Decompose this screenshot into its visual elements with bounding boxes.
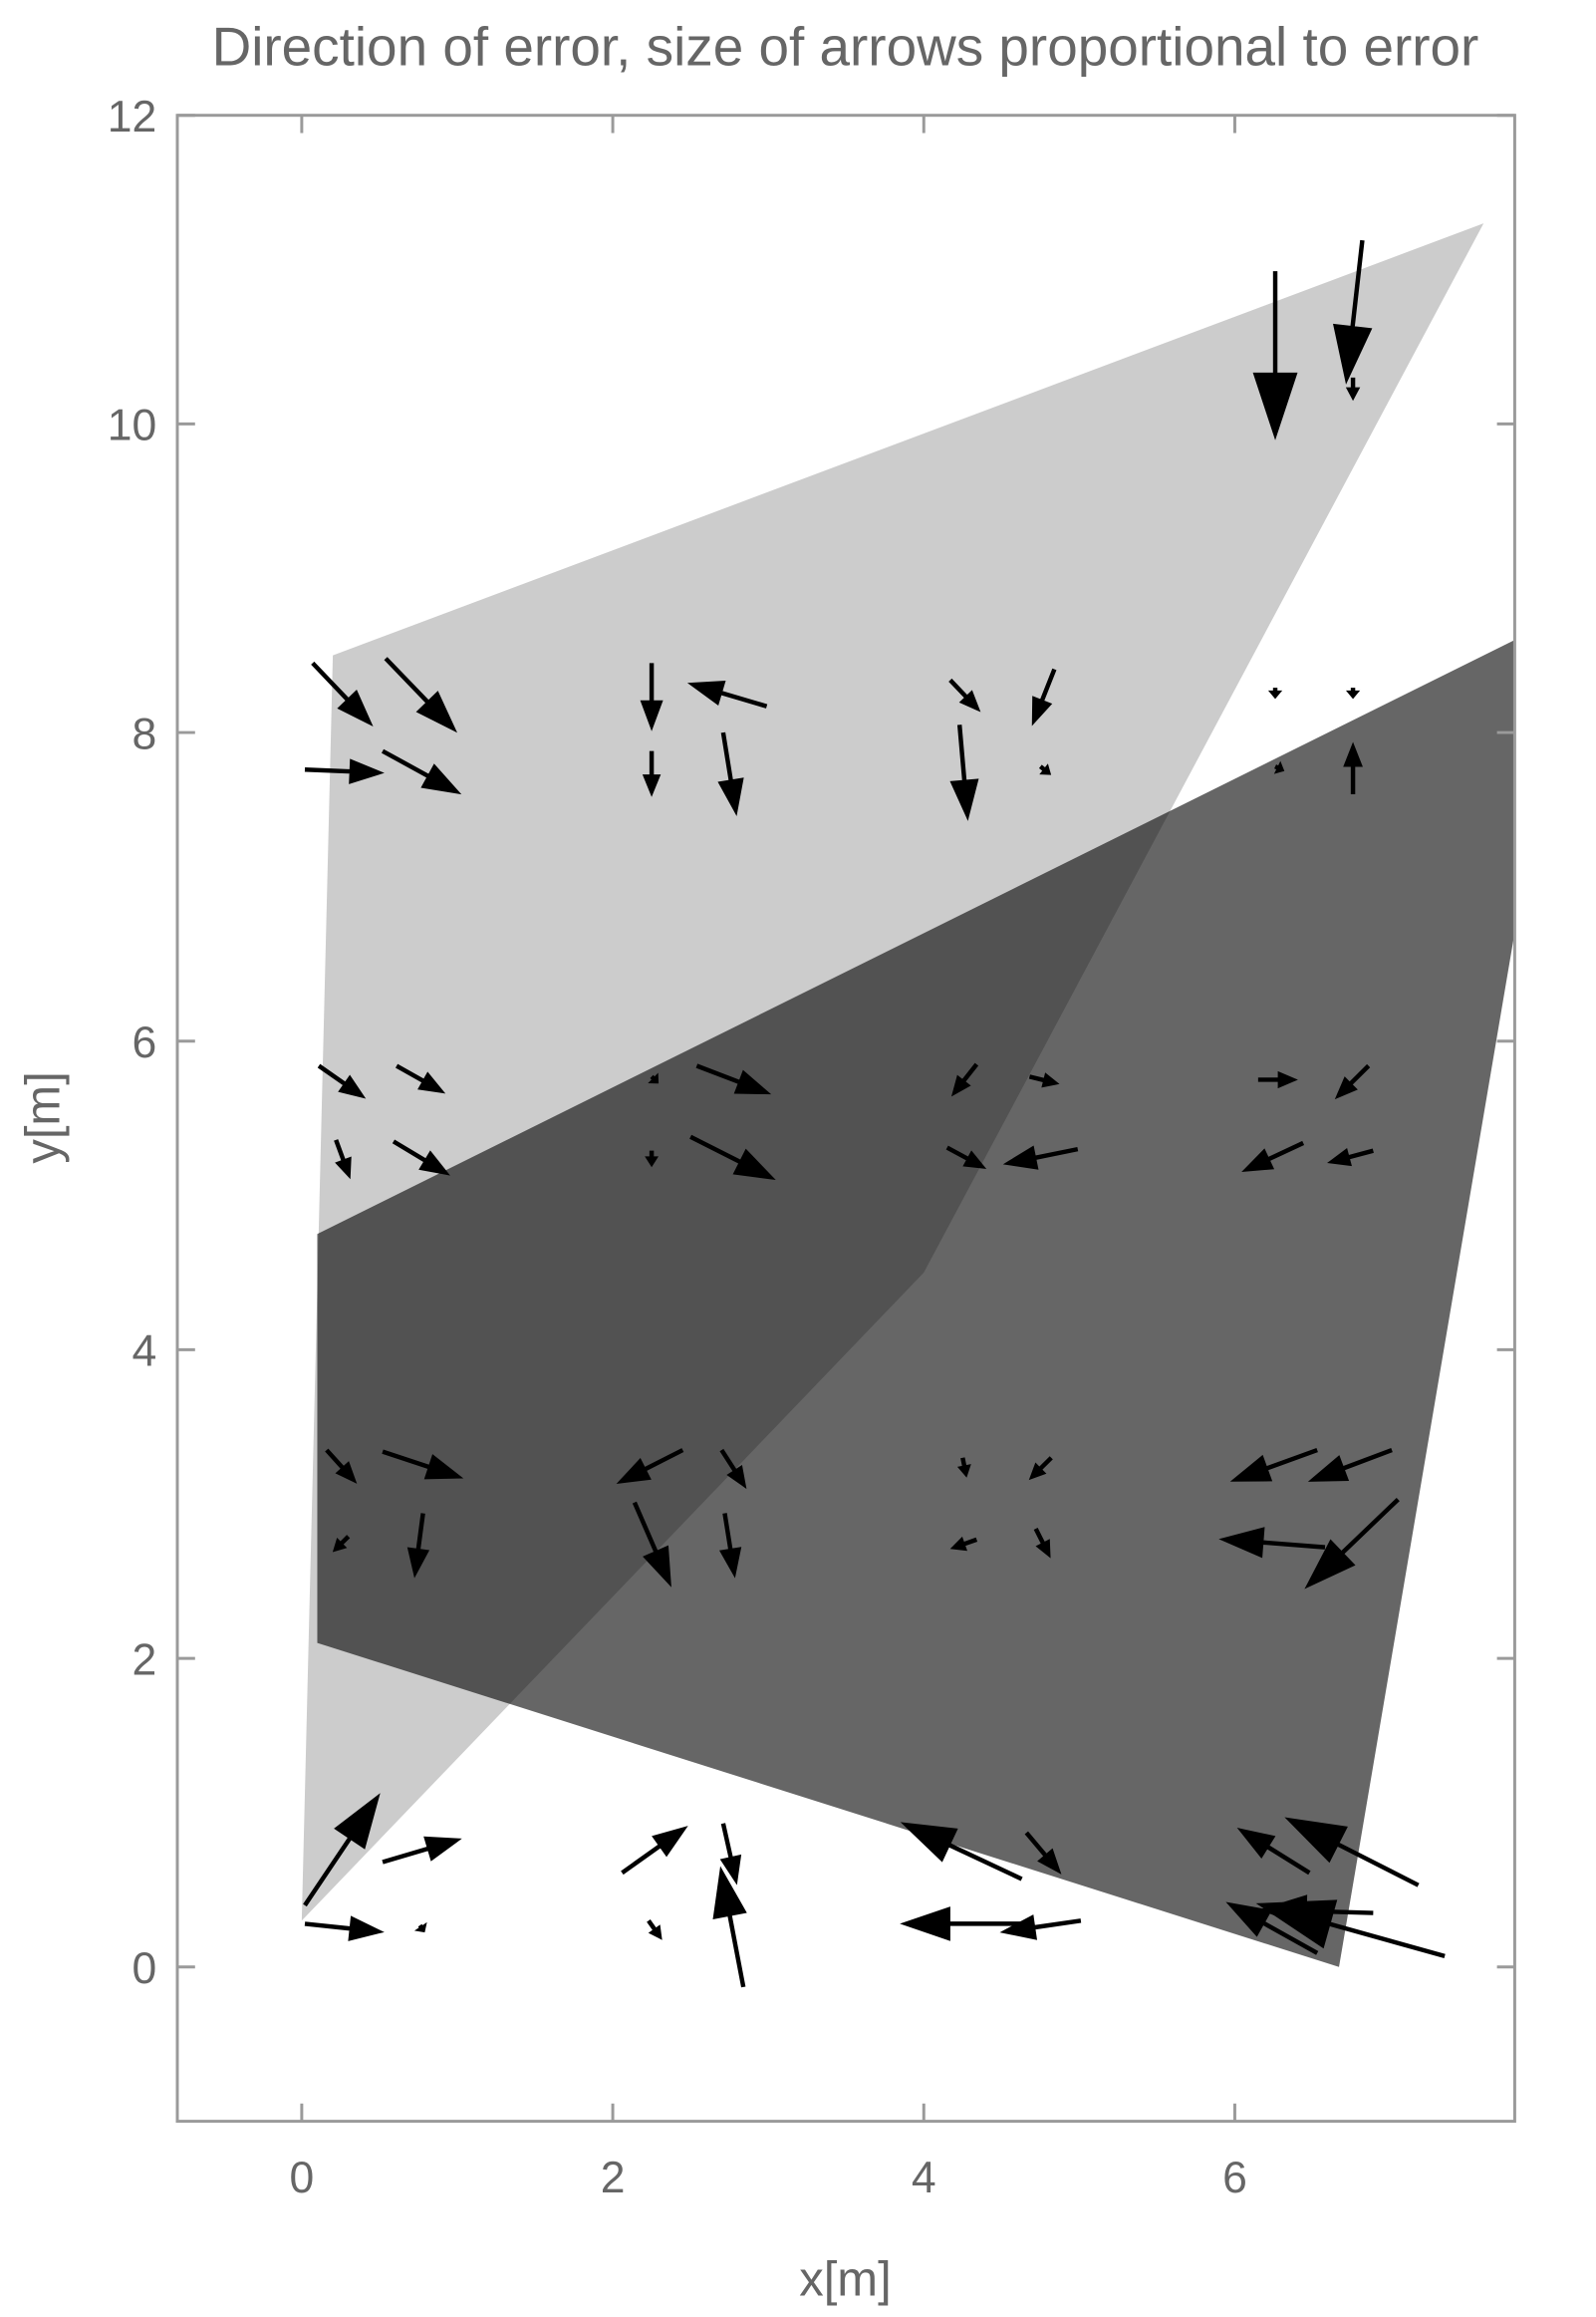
arrow — [999, 1914, 1082, 1940]
arrow — [303, 1793, 381, 1907]
y-tick-label: 8 — [132, 710, 156, 758]
arrow — [719, 1823, 742, 1885]
arrow — [686, 680, 768, 709]
arrow — [1028, 1456, 1053, 1481]
chart-title: Direction of error, size of arrows propo… — [212, 15, 1479, 77]
arrow — [384, 657, 457, 733]
arrow — [949, 1536, 978, 1552]
arrow — [695, 1063, 772, 1095]
arrow — [945, 1145, 987, 1169]
arrows — [303, 239, 1446, 1988]
arrow — [304, 1915, 385, 1941]
y-tick-label: 10 — [108, 402, 156, 450]
regions — [301, 223, 1515, 1967]
x-tick-label: 4 — [912, 2154, 936, 2202]
x-tick-label: 0 — [290, 2154, 315, 2202]
arrow — [648, 1072, 660, 1084]
arrow — [1304, 1497, 1400, 1590]
x-tick-label: 6 — [1222, 2154, 1247, 2202]
y-axis-label: y[m] — [16, 1071, 70, 1163]
arrow — [616, 1448, 684, 1484]
arrow — [382, 1449, 464, 1480]
arrow — [712, 1866, 747, 1988]
arrow — [632, 1501, 671, 1588]
arrow — [325, 1448, 358, 1484]
arrow — [621, 1826, 688, 1876]
arrow — [645, 1150, 659, 1168]
arrow — [1241, 1140, 1305, 1172]
x-tick-label: 2 — [601, 2154, 626, 2202]
arrow — [413, 1921, 427, 1933]
arrow — [900, 1822, 1023, 1882]
arrow — [647, 1919, 663, 1940]
arrow — [1002, 1145, 1079, 1170]
arrow — [406, 1513, 430, 1579]
arrow — [1218, 1527, 1326, 1559]
arrow — [332, 1535, 351, 1553]
y-tick-label: 6 — [132, 1018, 156, 1067]
arrow — [1345, 377, 1361, 402]
y-tick-label: 4 — [132, 1327, 156, 1376]
arrow — [317, 1063, 367, 1099]
arrow — [1252, 271, 1298, 440]
arrow — [304, 758, 385, 784]
arrow — [717, 731, 744, 816]
arrow — [948, 678, 981, 713]
arrow — [1327, 1147, 1374, 1167]
arrow — [1257, 1070, 1298, 1089]
arrow — [1258, 1894, 1374, 1928]
arrow — [1038, 763, 1052, 775]
arrow — [1267, 688, 1283, 700]
arrow — [381, 748, 462, 795]
arrow — [949, 724, 979, 821]
arrow — [956, 1457, 971, 1478]
arrow — [1345, 688, 1361, 700]
arrow — [718, 1513, 742, 1579]
arrow — [1024, 1831, 1062, 1875]
arrow — [1332, 239, 1373, 385]
region — [317, 640, 1515, 1967]
arrow — [1273, 760, 1285, 774]
arrow — [1031, 668, 1057, 726]
arrow — [689, 1134, 776, 1181]
plot-frame — [175, 114, 1516, 2124]
y-tick-label: 12 — [108, 93, 156, 142]
arrow — [395, 1063, 446, 1094]
arrow — [311, 661, 374, 727]
arrow — [334, 1139, 352, 1180]
arrow — [642, 750, 662, 797]
arrow — [1225, 1901, 1319, 1955]
arrow — [1343, 741, 1363, 794]
arrow — [1307, 1447, 1393, 1482]
arrow — [1033, 1528, 1051, 1559]
arrow — [1334, 1063, 1371, 1100]
arrow — [382, 1836, 462, 1865]
arrow — [392, 1139, 450, 1176]
arrow — [900, 1906, 1022, 1941]
arrow — [1284, 1817, 1420, 1887]
arrow — [640, 663, 664, 731]
arrow — [1028, 1072, 1060, 1088]
arrow — [950, 1062, 979, 1097]
arrow — [1229, 1447, 1318, 1482]
arrow — [1236, 1828, 1311, 1876]
arrow — [719, 1448, 747, 1490]
y-tick-label: 2 — [132, 1635, 156, 1684]
x-axis-label: x[m] — [799, 2253, 891, 2307]
y-tick-label: 0 — [132, 1944, 156, 1993]
